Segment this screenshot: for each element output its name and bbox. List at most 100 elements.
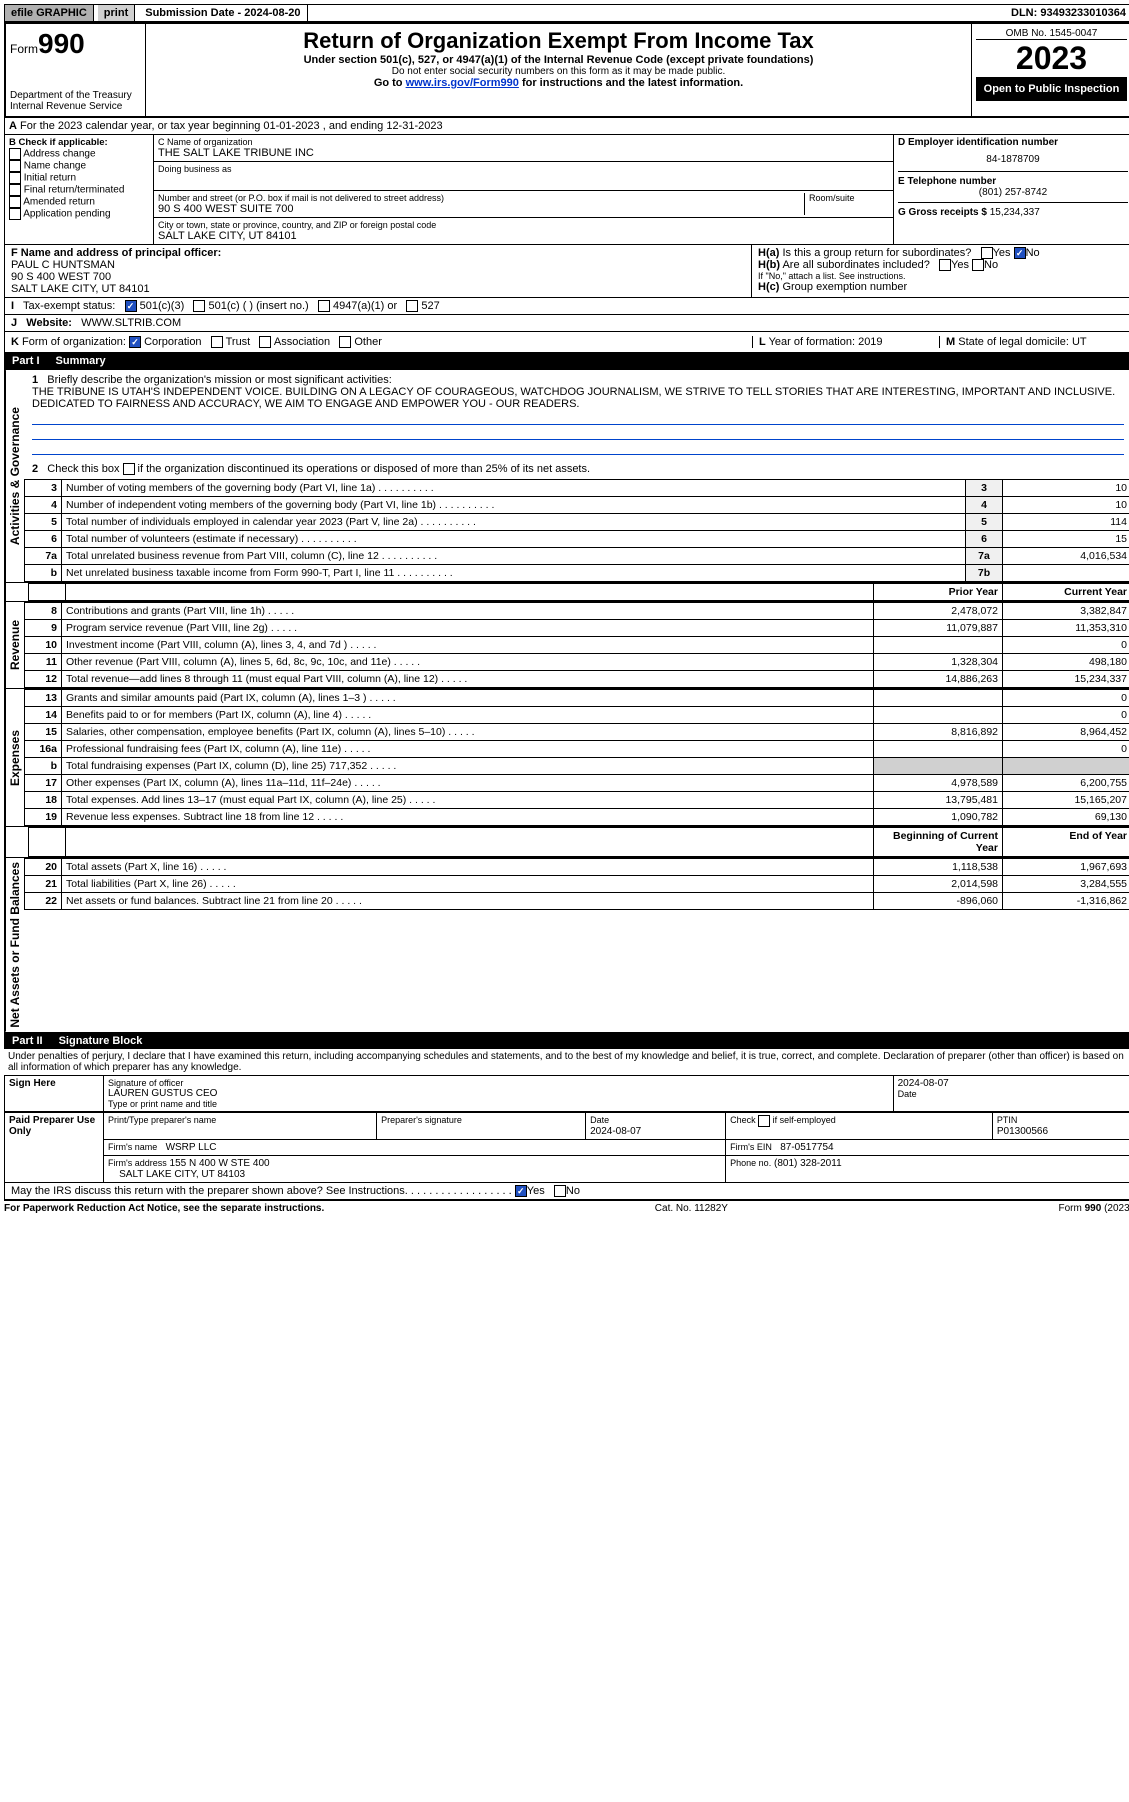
- ha-text: Is this a group return for subordinates?: [782, 247, 971, 259]
- j-label: Website:: [26, 317, 72, 329]
- sign-here-label: Sign Here: [5, 1075, 104, 1111]
- firm-ein-label: Firm's EIN: [730, 1142, 772, 1152]
- line-a: A For the 2023 calendar year, or tax yea…: [4, 118, 1129, 135]
- firm-addr: 155 N 400 W STE 400: [170, 1158, 270, 1169]
- d-label: D Employer identification number: [898, 137, 1128, 148]
- ptin: P01300566: [997, 1126, 1048, 1137]
- firm-name-label: Firm's name: [108, 1142, 157, 1152]
- c-name-label: C Name of organization: [158, 137, 889, 147]
- form-number: 990: [38, 28, 85, 59]
- print-button[interactable]: print: [98, 5, 135, 21]
- prior-year-label: Prior Year: [874, 584, 1003, 601]
- f-label: F Name and address of principal officer:: [11, 247, 221, 259]
- discuss-no: No: [566, 1185, 580, 1197]
- ha-no: No: [1026, 247, 1040, 259]
- dln: DLN: 93493233010364: [1005, 5, 1129, 21]
- cb-address-change[interactable]: Address change: [23, 149, 95, 160]
- gov-side-label: Activities & Governance: [5, 370, 24, 582]
- discuss-yes: Yes: [527, 1185, 545, 1197]
- submission-date: Submission Date - 2024-08-20: [139, 5, 307, 21]
- form-header: Form990 Department of the Treasury Inter…: [4, 22, 1129, 118]
- city-state-zip: SALT LAKE CITY, UT 84101: [158, 230, 889, 242]
- expenses-table: 13Grants and similar amounts paid (Part …: [24, 689, 1129, 826]
- end-year-label: End of Year: [1003, 828, 1129, 857]
- cb-initial-return[interactable]: Initial return: [24, 173, 76, 184]
- begin-year-label: Beginning of Current Year: [874, 828, 1003, 857]
- net-side-label: Net Assets or Fund Balances: [5, 858, 24, 1032]
- mission-text: THE TRIBUNE IS UTAH'S INDEPENDENT VOICE.…: [32, 386, 1115, 410]
- k-corp: Corporation: [144, 336, 201, 348]
- sig-date: 2024-08-07: [898, 1078, 1128, 1089]
- l-year: Year of formation: 2019: [769, 336, 883, 348]
- gross-receipts: 15,234,337: [990, 207, 1040, 218]
- exp-side-label: Expenses: [5, 689, 24, 826]
- line-a-text: For the 2023 calendar year, or tax year …: [20, 120, 443, 132]
- website: WWW.SLTRIB.COM: [81, 317, 181, 329]
- sig-officer-label: Signature of officer: [108, 1078, 889, 1088]
- goto-pre: Go to: [374, 77, 406, 89]
- paid-preparer-label: Paid Preparer Use Only: [5, 1112, 104, 1182]
- officer-addr1: 90 S 400 WEST 700: [11, 271, 111, 283]
- goto-link[interactable]: www.irs.gov/Form990: [406, 77, 519, 89]
- firm-name: WSRP LLC: [166, 1142, 217, 1153]
- goto-post: for instructions and the latest informat…: [519, 77, 743, 89]
- part1-title: Part I: [12, 355, 40, 367]
- return-title: Return of Organization Exempt From Incom…: [150, 28, 967, 54]
- cb-name-change[interactable]: Name change: [24, 161, 86, 172]
- governance-table: 3Number of voting members of the governi…: [24, 479, 1129, 582]
- i-501c: 501(c) ( ) (insert no.): [208, 300, 308, 312]
- officer-printed-name: LAUREN GUSTUS CEO: [108, 1088, 889, 1099]
- part1-header: Part I Summary: [4, 353, 1129, 369]
- revenue-table: 8Contributions and grants (Part VIII, li…: [24, 602, 1129, 688]
- city-label: City or town, state or province, country…: [158, 220, 889, 230]
- tax-year: 2023: [976, 40, 1127, 77]
- dept-treasury: Department of the Treasury: [10, 90, 141, 101]
- m-state: State of legal domicile: UT: [958, 336, 1086, 348]
- cb-amended[interactable]: Amended return: [23, 197, 95, 208]
- officer-title-label: Type or print name and title: [108, 1099, 889, 1109]
- omb-number: OMB No. 1545-0047: [976, 28, 1127, 40]
- ptin-label: PTIN: [997, 1115, 1018, 1125]
- officer-name: PAUL C HUNTSMAN: [11, 259, 115, 271]
- i-501c3: 501(c)(3): [140, 300, 185, 312]
- subtitle: Under section 501(c), 527, or 4947(a)(1)…: [150, 54, 967, 66]
- dba-label: Doing business as: [158, 164, 889, 174]
- netassets-table: 20Total assets (Part X, line 16) . . . .…: [24, 858, 1129, 910]
- prep-date-label: Date: [590, 1115, 609, 1125]
- e-label: E Telephone number: [898, 176, 1128, 187]
- line2-label: Check this box if the organization disco…: [47, 463, 590, 475]
- b-label: B Check if applicable:: [9, 137, 149, 148]
- preparer-table: Paid Preparer Use Only Print/Type prepar…: [4, 1112, 1129, 1183]
- addr-label: Number and street (or P.O. box if mail i…: [158, 193, 804, 203]
- k-label: Form of organization:: [22, 336, 126, 348]
- rev-side-label: Revenue: [5, 602, 24, 688]
- firm-phone: (801) 328-2011: [774, 1158, 842, 1169]
- room-label: Room/suite: [804, 193, 889, 215]
- i-527: 527: [421, 300, 439, 312]
- irs-label: Internal Revenue Service: [10, 101, 141, 112]
- phone: (801) 257-8742: [898, 187, 1128, 198]
- perjury-text: Under penalties of perjury, I declare th…: [4, 1049, 1129, 1075]
- footer: For Paperwork Reduction Act Notice, see …: [4, 1200, 1129, 1214]
- prep-date: 2024-08-07: [590, 1126, 641, 1137]
- sig-date-label: Date: [898, 1089, 1128, 1099]
- efile-graphic-label: efile GRAPHIC: [5, 5, 94, 21]
- k-other: Other: [354, 336, 382, 348]
- ein: 84-1878709: [898, 154, 1128, 165]
- k-assoc: Association: [274, 336, 330, 348]
- rev-header-table: Prior YearCurrent Year: [28, 583, 1129, 601]
- section-b: B Check if applicable: Address change Na…: [5, 135, 154, 244]
- cat-no: Cat. No. 11282Y: [655, 1203, 728, 1214]
- i-label: Tax-exempt status:: [23, 300, 115, 312]
- cb-final-return[interactable]: Final return/terminated: [24, 185, 125, 196]
- g-label: G Gross receipts $: [898, 207, 987, 218]
- signature-table: Sign Here Signature of officer LAUREN GU…: [4, 1075, 1129, 1112]
- discuss-text: May the IRS discuss this return with the…: [11, 1185, 408, 1197]
- hb-note: If "No," attach a list. See instructions…: [758, 271, 1126, 281]
- hb-text: Are all subordinates included?: [782, 259, 929, 271]
- line1-label: Briefly describe the organization's miss…: [47, 374, 391, 386]
- net-header-table: Beginning of Current YearEnd of Year: [28, 827, 1129, 857]
- cb-application-pending[interactable]: Application pending: [23, 209, 110, 220]
- hc-text: Group exemption number: [782, 281, 907, 293]
- topbar: efile GRAPHIC print Submission Date - 20…: [4, 4, 1129, 22]
